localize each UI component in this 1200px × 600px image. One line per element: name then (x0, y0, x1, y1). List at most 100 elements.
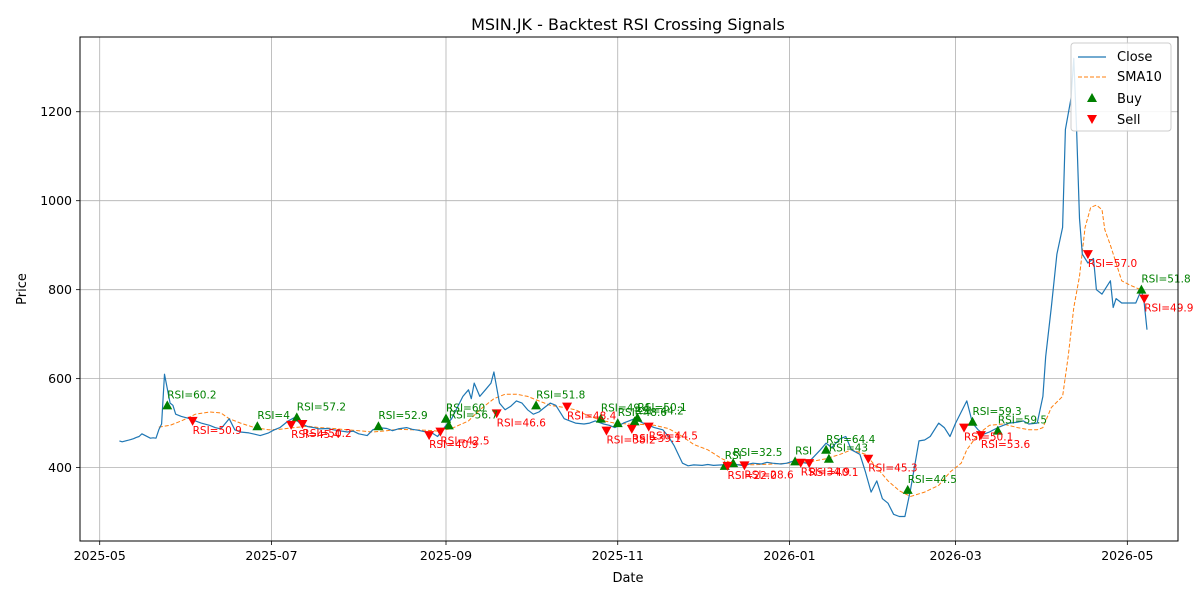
buy-signal-label: RSI (795, 445, 812, 457)
grid-lines (80, 37, 1178, 541)
sell-signal-label: RSI=50.1 (964, 432, 1013, 444)
buy-signal-label: RSI=57.2 (297, 401, 346, 413)
sell-marker (975, 431, 986, 441)
buy-signal-label: RSI=64.4 (826, 434, 876, 446)
buy-signal-label: RSI=59.5 (998, 415, 1047, 427)
buy-signal-label: RSI=48.6 (618, 407, 668, 419)
sell-marker (804, 459, 815, 469)
buy-signal-label: RSI=60.2 (167, 389, 216, 401)
sell-signal-label: RSI=40.1 (809, 467, 858, 479)
sell-marker (562, 402, 573, 412)
y-tick-label: 1000 (40, 193, 72, 208)
x-tick-label: 2025-05 (74, 548, 126, 563)
buy-signal-label: RSI=32.5 (733, 447, 782, 459)
y-tick-label: 400 (48, 460, 72, 475)
y-axis-ticks: 400 600 800 1000 1200 (40, 104, 80, 475)
buy-marker (823, 453, 834, 463)
buy-signal-label: RSI=44.2 (635, 405, 684, 417)
buy-signal-label: RSI=4 (257, 410, 290, 422)
sell-signal-label: RSI=46.6 (497, 417, 547, 429)
legend-buy-label: Buy (1117, 92, 1142, 107)
buy-marker (531, 400, 542, 410)
buy-marker (441, 413, 451, 423)
sell-signal-label: RSI=48.4 (567, 411, 617, 423)
buy-signal-label: RSI=50.1 (637, 402, 686, 414)
buy-signal-label: RSI=59.3 (972, 406, 1021, 418)
buy-marker (373, 421, 384, 431)
y-tick-label: 1200 (40, 104, 72, 119)
sell-signal-label: RSI=49.9 (1144, 303, 1193, 315)
x-axis-ticks: 2025-05 2025-07 2025-09 2025-11 2026-01 2026-… (74, 541, 1153, 563)
sell-marker (187, 416, 198, 426)
sell-marker (722, 461, 733, 471)
buy-marker (443, 420, 454, 430)
x-tick-label: 2026-05 (1101, 548, 1153, 563)
sell-signal-label: RSI=57.0 (1088, 258, 1137, 270)
sell-marker (435, 427, 446, 437)
sell-marker (643, 422, 654, 432)
buy-marker (162, 400, 173, 410)
x-tick-label: 2025-09 (420, 548, 472, 563)
legend-buy-marker (1087, 93, 1097, 102)
x-tick-label: 2026-01 (763, 548, 815, 563)
signal-markers (162, 250, 1150, 494)
y-tick-label: 800 (48, 282, 72, 297)
sell-signal-label: RSI=45.4 (291, 429, 341, 441)
chart-title: MSIN.JK - Backtest RSI Crossing Signals (471, 15, 785, 34)
legend-sell-marker (1087, 115, 1097, 124)
buy-marker (967, 416, 978, 426)
sell-marker (286, 420, 297, 430)
sell-marker (601, 426, 612, 436)
sell-marker (424, 431, 435, 441)
buy-signal-label: RSI=43 (829, 443, 868, 455)
close-price-line (119, 57, 1148, 518)
buy-marker (790, 456, 801, 466)
legend: Close SMA10 Buy Sell (1070, 42, 1172, 132)
sell-marker (626, 424, 637, 434)
buy-marker (291, 412, 302, 422)
sell-signal-label: RSI=53.6 (981, 439, 1031, 451)
sma10-line (158, 204, 1148, 498)
buy-signal-label: RSI=51.8 (1141, 274, 1190, 286)
y-tick-label: 600 (48, 371, 72, 386)
buy-marker (612, 418, 623, 428)
buy-marker (821, 444, 832, 454)
sell-marker (795, 458, 806, 468)
sell-signal-label: RSI=22.0 (728, 470, 777, 482)
sell-marker (491, 409, 502, 419)
plot-frame (79, 36, 1179, 542)
buy-marker (629, 416, 640, 426)
sell-marker (739, 461, 750, 471)
sell-signal-label: RSI=39.1 (632, 433, 681, 445)
sell-marker (297, 420, 308, 430)
sell-marker (959, 423, 970, 433)
legend-close-label: Close (1117, 50, 1152, 65)
sell-signal-label: RSI=50.2 (302, 428, 351, 440)
buy-signal-label: RSI (725, 450, 742, 462)
sell-signal-label: RSI=28.6 (744, 469, 794, 481)
legend-box (1070, 42, 1172, 132)
series-layer (119, 57, 1148, 518)
buy-signal-label: R (446, 403, 453, 415)
sell-signal-label: RSI=38.2 (606, 435, 655, 447)
buy-marker (1136, 284, 1147, 294)
sell-marker (1139, 294, 1150, 304)
buy-signal-label: RSI=52.9 (378, 410, 427, 422)
legend-sma-label: SMA10 (1117, 70, 1162, 85)
buy-signal-label: RSI=49.4 (601, 403, 651, 415)
buy-signal-label: RSI=44.5 (908, 474, 957, 486)
sell-signal-label: RSI=45.3 (868, 463, 917, 475)
y-axis-title: Price (15, 273, 30, 305)
x-tick-label: 2026-03 (929, 548, 981, 563)
x-tick-label: 2025-07 (245, 548, 297, 563)
sell-marker (1082, 250, 1093, 260)
sell-signal-label: RSI=42.5 (440, 436, 489, 448)
buy-signal-label: RSI=51.8 (536, 389, 585, 401)
buy-signal-label: RSI=60 (446, 403, 485, 415)
buy-marker (595, 413, 606, 423)
sell-signal-label: RSI=50.9 (193, 425, 242, 437)
x-axis-title: Date (612, 571, 643, 586)
